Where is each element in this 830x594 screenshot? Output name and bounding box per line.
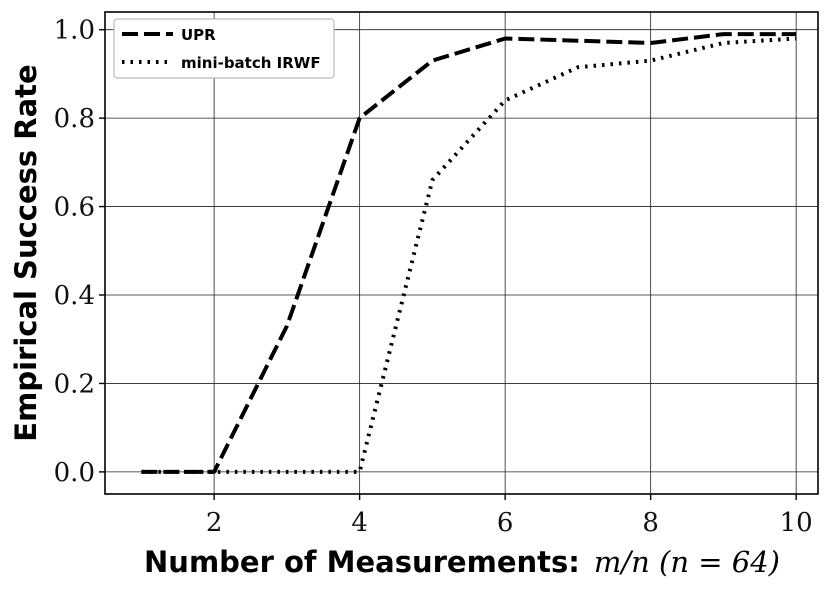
y-tick-label: 0.6 bbox=[54, 193, 95, 223]
axis-ticks: 2 4 6 8 10 0.0 0.2 0.4 0.6 0.8 1.0 bbox=[54, 16, 813, 538]
plot-area-frame bbox=[104, 11, 819, 495]
legend-label-mini-batch-irwf: mini-batch IRWF bbox=[181, 54, 321, 72]
x-axis-label-text: Number of Measurements: bbox=[144, 545, 580, 579]
y-tick-label: 0.4 bbox=[54, 281, 95, 311]
grid-lines bbox=[105, 12, 818, 494]
y-tick-label: 0.8 bbox=[54, 104, 95, 134]
series-line-upr bbox=[141, 32, 797, 474]
y-tick-label: 0.2 bbox=[54, 369, 95, 399]
y-axis-label: Empirical Success Rate bbox=[9, 64, 43, 441]
y-tick-label: 0.0 bbox=[54, 458, 95, 488]
legend: UPR mini-batch IRWF bbox=[113, 18, 335, 79]
x-axis-label: Number of Measurements: m/n (n = 64) bbox=[144, 545, 780, 579]
x-tick-label: 10 bbox=[780, 508, 813, 538]
legend-label-upr: UPR bbox=[181, 26, 216, 44]
y-tick-label: 1.0 bbox=[54, 16, 95, 46]
x-tick-label: 4 bbox=[351, 508, 368, 538]
x-tick-label: 2 bbox=[206, 508, 223, 538]
series-line-mini-batch-irwf bbox=[141, 36, 797, 474]
series-lines bbox=[141, 32, 797, 474]
x-axis-label-math: m/n (n = 64) bbox=[594, 545, 780, 579]
x-tick-label: 6 bbox=[497, 508, 514, 538]
x-tick-label: 8 bbox=[642, 508, 659, 538]
